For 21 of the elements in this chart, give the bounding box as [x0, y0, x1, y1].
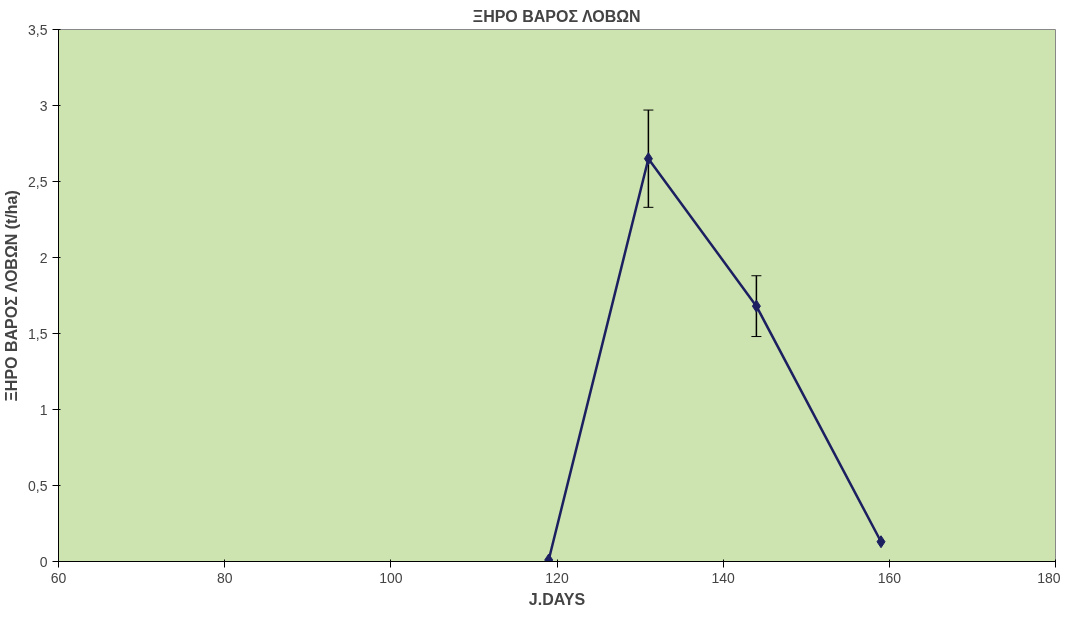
y-tick-label: 1 [39, 401, 48, 418]
y-tick-label: 0,5 [28, 477, 48, 494]
x-tick-label: 80 [216, 569, 233, 586]
y-tick-label: 3 [39, 97, 48, 114]
x-tick-label: 180 [1037, 569, 1061, 586]
chart-title: ΞΗΡΟ ΒΑΡΟΣ ΛΟΒΩΝ [472, 7, 641, 25]
x-tick-label: 100 [379, 569, 403, 586]
point [643, 152, 653, 166]
point [751, 299, 761, 313]
y-tick-label: 2,5 [28, 173, 48, 190]
x-tick-label: 160 [877, 569, 902, 586]
x-tick-label: 120 [545, 569, 569, 586]
y-axis-title: ΞΗΡΟ ΒΑΡΟΣ ΛΟΒΩΝ (t/ha) [3, 190, 21, 402]
x-axis-title: J.DAYS [528, 590, 586, 608]
y-tick-label: 1,5 [28, 325, 48, 342]
x-tick-label: 60 [50, 569, 67, 586]
y-tick-label: 2 [39, 249, 48, 266]
point [876, 535, 886, 549]
y-tick-label: 3,5 [28, 21, 48, 38]
x-tick-label: 140 [711, 569, 736, 586]
y-tick-label: 0 [39, 553, 48, 570]
